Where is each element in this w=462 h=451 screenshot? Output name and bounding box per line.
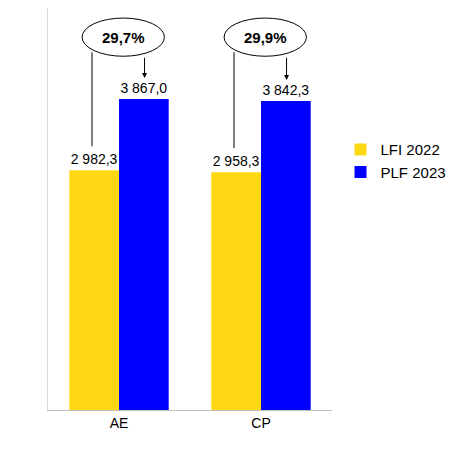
svg-text:29,7%: 29,7% [102, 29, 145, 46]
svg-text:3 842,3: 3 842,3 [262, 82, 309, 98]
svg-text:CP: CP [251, 415, 270, 431]
svg-text:LFI 2022: LFI 2022 [381, 141, 440, 158]
svg-text:29,9%: 29,9% [244, 29, 287, 46]
svg-text:3 867,0: 3 867,0 [120, 80, 167, 96]
svg-text:AE: AE [110, 415, 129, 431]
svg-text:2 982,3: 2 982,3 [71, 151, 118, 167]
svg-text:PLF 2023: PLF 2023 [381, 164, 446, 181]
svg-text:2 958,3: 2 958,3 [213, 153, 260, 169]
